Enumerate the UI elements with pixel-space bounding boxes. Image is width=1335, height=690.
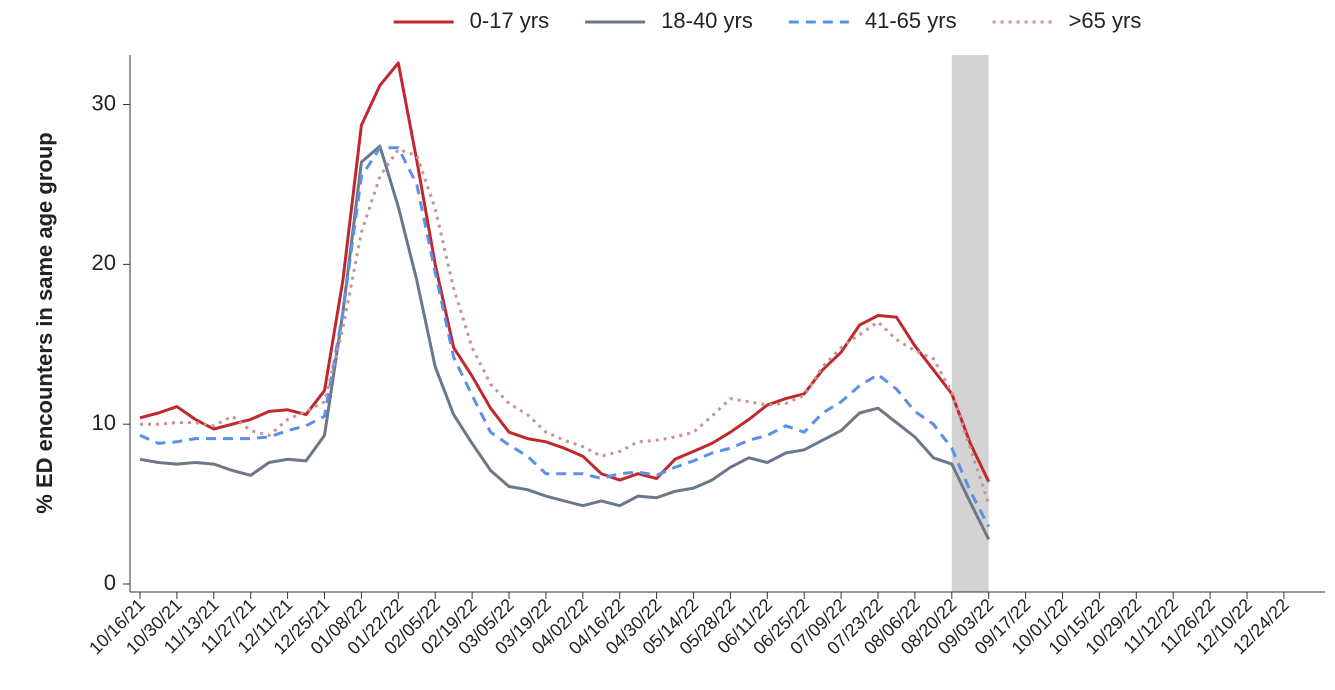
series-line (140, 147, 991, 505)
legend-label: 41-65 yrs (865, 8, 957, 33)
legend-item: 0-17 yrs (393, 8, 549, 33)
series-line (139, 144, 991, 540)
highlight-band (951, 55, 989, 592)
y-tick-label: 0 (104, 570, 116, 595)
legend-item: 41-65 yrs (788, 8, 957, 33)
legend-item: >65 yrs (992, 8, 1142, 33)
y-tick-label: 10 (92, 410, 116, 435)
legend-label: 0-17 yrs (470, 8, 549, 33)
series-line (139, 61, 991, 483)
y-tick-label: 30 (92, 90, 116, 115)
legend-label: >65 yrs (1069, 8, 1142, 33)
series-line (139, 146, 991, 528)
legend-item: 18-40 yrs (585, 8, 753, 33)
legend-label: 18-40 yrs (661, 8, 753, 33)
y-axis-label: % ED encounters in same age group (32, 132, 57, 513)
y-tick-label: 20 (92, 250, 116, 275)
